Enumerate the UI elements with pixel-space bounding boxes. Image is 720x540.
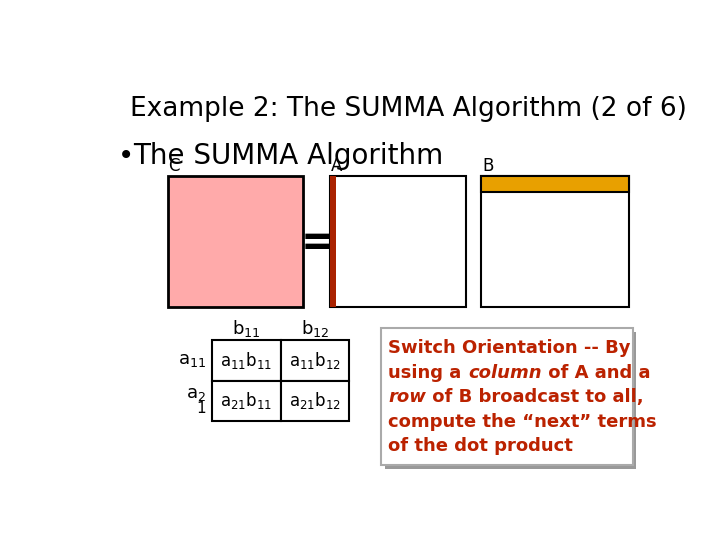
Text: a$_{21}$b$_{12}$: a$_{21}$b$_{12}$ — [289, 390, 341, 411]
Bar — [330, 177, 336, 307]
Text: b$_{12}$: b$_{12}$ — [300, 319, 329, 340]
Bar — [482, 177, 629, 307]
Text: a$_2$: a$_2$ — [186, 386, 206, 403]
Text: =: = — [300, 222, 336, 265]
Text: a$_{21}$b$_{11}$: a$_{21}$b$_{11}$ — [220, 390, 273, 411]
Bar — [212, 340, 281, 381]
Text: B: B — [482, 157, 493, 175]
Text: row: row — [388, 388, 426, 406]
Text: The SUMMA Algorithm: The SUMMA Algorithm — [133, 142, 444, 170]
Text: compute the “next” terms: compute the “next” terms — [388, 413, 657, 431]
Bar — [384, 332, 636, 469]
Text: Example 2: The SUMMA Algorithm (2 of 6): Example 2: The SUMMA Algorithm (2 of 6) — [130, 96, 687, 122]
Bar — [330, 177, 466, 307]
Text: 1: 1 — [197, 401, 206, 416]
Bar — [281, 381, 349, 421]
Bar — [212, 381, 281, 421]
Text: Switch Orientation -- By: Switch Orientation -- By — [388, 339, 631, 357]
Text: a$_{11}$b$_{12}$: a$_{11}$b$_{12}$ — [289, 350, 341, 371]
Text: a$_{11}$: a$_{11}$ — [178, 352, 206, 369]
Text: of A and a: of A and a — [541, 363, 650, 382]
Text: C: C — [168, 157, 180, 175]
Text: of B broadcast to all,: of B broadcast to all, — [426, 388, 644, 406]
Text: •: • — [118, 142, 134, 170]
Text: column: column — [468, 363, 541, 382]
Text: a$_{11}$b$_{11}$: a$_{11}$b$_{11}$ — [220, 350, 273, 371]
Text: using a: using a — [388, 363, 468, 382]
Bar — [168, 177, 303, 307]
Bar — [381, 328, 632, 465]
Text: A: A — [331, 157, 343, 175]
Text: b$_{11}$: b$_{11}$ — [233, 319, 261, 340]
Text: of the dot product: of the dot product — [388, 437, 573, 455]
Bar — [281, 340, 349, 381]
Bar — [482, 177, 629, 192]
